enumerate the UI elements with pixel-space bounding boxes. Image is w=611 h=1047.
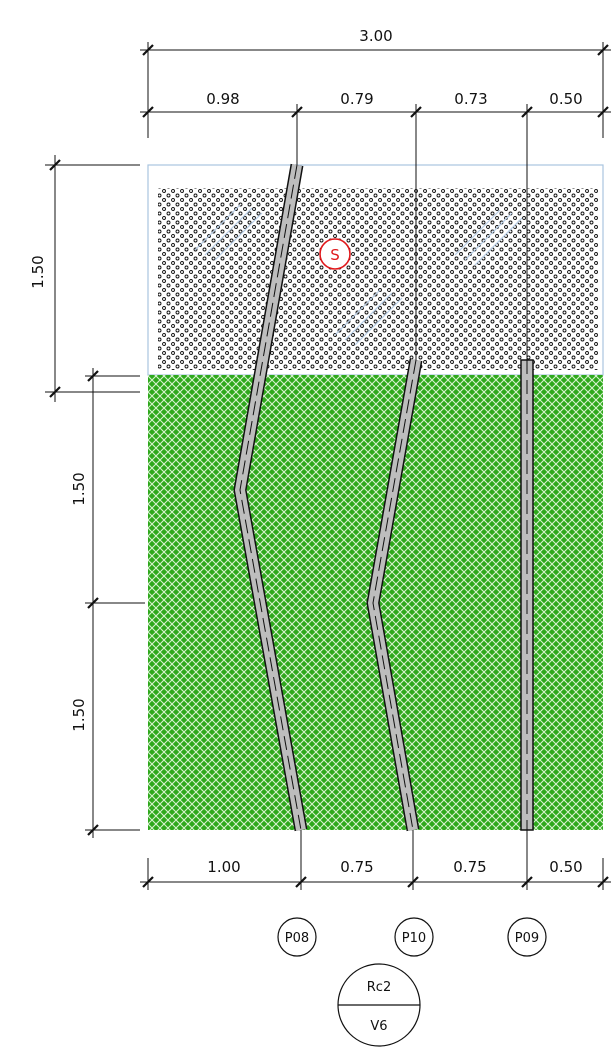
pile-tag-p10: P10 — [394, 917, 434, 957]
left-dimension-ticks — [49, 159, 99, 836]
top-dimension-lines — [140, 42, 611, 138]
left-dimension-lines — [45, 155, 145, 838]
section-marker-label: S — [330, 246, 340, 264]
pile-tag-p10-label: P10 — [402, 931, 426, 946]
pile-tag-p08-label: P08 — [285, 931, 309, 946]
pile-leaders — [296, 112, 528, 858]
dim-left-inner-2: 1.50 — [70, 698, 88, 731]
reference-bottom-label: V6 — [370, 1019, 387, 1034]
dim-left-inner-1: 1.50 — [70, 472, 88, 505]
upper-layer-hatch — [194, 204, 523, 346]
upper-fill-layer — [147, 164, 604, 376]
bottom-dimension-ticks — [142, 876, 609, 888]
dim-top-2: 0.79 — [340, 90, 373, 108]
dim-bottom-1: 1.00 — [207, 858, 240, 876]
pile-p10 — [366, 358, 423, 832]
dim-left-outer: 1.50 — [29, 255, 47, 288]
top-dimension-ticks — [142, 44, 609, 118]
pile-tag-p08: P08 — [277, 917, 317, 957]
reference-symbol: Rc2 V6 — [337, 963, 421, 1047]
upper-layer-dots — [158, 188, 598, 370]
reference-top-label: Rc2 — [367, 980, 391, 995]
bottom-dimension-lines — [140, 858, 611, 890]
dim-top-1: 0.98 — [206, 90, 239, 108]
dim-top-3: 0.73 — [454, 90, 487, 108]
dim-bottom-4: 0.50 — [549, 858, 582, 876]
pile-p09 — [520, 359, 534, 831]
dim-overall-top: 3.00 — [359, 27, 392, 45]
dim-top-4: 0.50 — [549, 90, 582, 108]
pile-tag-p09-label: P09 — [515, 931, 539, 946]
dim-bottom-2: 0.75 — [340, 858, 373, 876]
section-marker: S — [319, 238, 351, 270]
pile-tag-p09: P09 — [507, 917, 547, 957]
pile-p08 — [233, 163, 308, 832]
dim-bottom-3: 0.75 — [453, 858, 486, 876]
